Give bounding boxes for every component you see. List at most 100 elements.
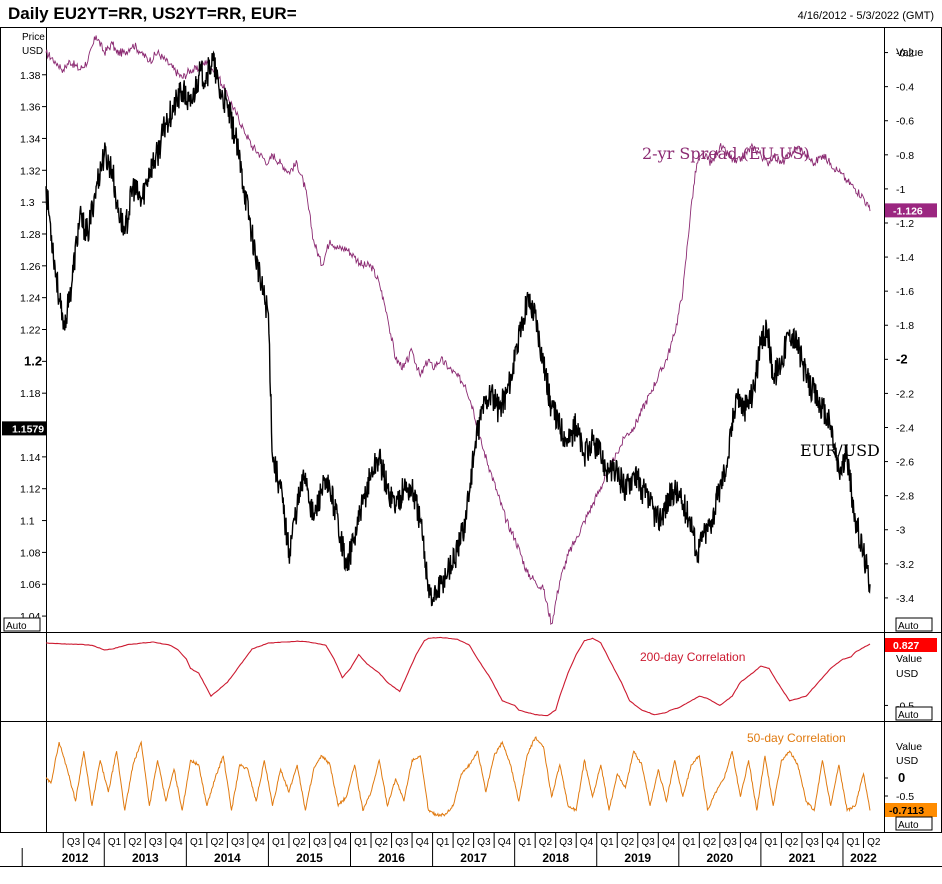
left-tick-label: 1.3 <box>20 197 35 209</box>
year-label: 2021 <box>789 851 816 865</box>
eurusd-last-badge <box>2 421 46 436</box>
quarter-label: Q4 <box>87 837 101 848</box>
corr50-axis-unit: USD <box>896 755 919 767</box>
left-tick-label: 1.14 <box>20 452 41 464</box>
left-auto-button: Auto <box>6 621 27 632</box>
year-label: 2022 <box>850 851 877 865</box>
left-tick-label: 1.28 <box>20 229 41 241</box>
eurusd-series-label: EUR/USD <box>800 441 880 460</box>
right-tick-label: -0.2 <box>896 48 914 60</box>
left-tick-label: 1.24 <box>20 293 41 305</box>
corr50-auto-button: Auto <box>898 820 919 831</box>
corr200-last-badge <box>885 638 937 652</box>
quarter-label: Q4 <box>580 837 594 848</box>
quarter-label: Q4 <box>662 837 676 848</box>
quarter-label: Q3 <box>477 837 491 848</box>
quarter-label: Q3 <box>231 837 245 848</box>
quarter-label: Q4 <box>416 837 430 848</box>
spread-last-value: -1.126 <box>893 205 923 217</box>
quarter-label: Q1 <box>600 837 614 848</box>
right-tick-label: -3.2 <box>896 559 914 571</box>
quarter-label: Q3 <box>559 837 573 848</box>
year-label: 2013 <box>132 851 159 865</box>
right-tick-label: -0.8 <box>896 150 914 162</box>
quarter-label: Q3 <box>149 837 163 848</box>
quarter-label: Q1 <box>272 837 286 848</box>
quarter-label: Q1 <box>518 837 532 848</box>
right-tick-label: -3 <box>896 525 905 537</box>
corr50-last-badge <box>885 803 937 817</box>
left-tick-label: 1.32 <box>20 165 41 177</box>
right-tick-label: -1.6 <box>896 286 914 298</box>
quarter-label: Q2 <box>539 837 553 848</box>
chart-title: Daily EU2YT=RR, US2YT=RR, EUR= <box>8 4 297 23</box>
right-tick-label: -1 <box>896 184 905 196</box>
quarter-label: Q2 <box>457 837 471 848</box>
corr200-last-value: 0.827 <box>893 640 919 652</box>
left-tick-label: 1.06 <box>20 579 41 591</box>
year-label: 2018 <box>542 851 569 865</box>
right-tick-label: -2.8 <box>896 491 914 503</box>
right-tick-label: -3.4 <box>896 593 914 605</box>
left-axis-label: Price <box>22 32 45 43</box>
year-label: 2020 <box>706 851 733 865</box>
right-tick-label: -2.4 <box>896 422 914 434</box>
corr50-auto-button-box <box>895 816 933 831</box>
right-tick-label: -2 <box>896 351 908 366</box>
right-tick-label: -1.4 <box>896 252 914 264</box>
year-label: 2019 <box>624 851 651 865</box>
quarter-label: Q1 <box>436 837 450 848</box>
spread-series-line <box>45 35 871 625</box>
quarter-label: Q3 <box>641 837 655 848</box>
quarter-label: Q1 <box>190 837 204 848</box>
quarter-label: Q2 <box>703 837 717 848</box>
right-tick-label: -2.2 <box>896 388 914 400</box>
left-axis-unit: USD <box>22 46 43 57</box>
year-label: 2015 <box>296 851 323 865</box>
quarter-label: Q3 <box>313 837 327 848</box>
quarter-label: Q2 <box>128 837 142 848</box>
corr200-auto-button-box <box>895 706 933 721</box>
right-tick-label: -1.8 <box>896 320 914 332</box>
left-tick-label: 1.2 <box>24 353 42 368</box>
left-tick-label: 1.34 <box>20 133 41 145</box>
year-label: 2017 <box>460 851 487 865</box>
quarter-label: Q1 <box>847 837 861 848</box>
corr50-last-value: -0.7113 <box>889 805 924 817</box>
quarter-label: Q4 <box>251 837 265 848</box>
right-tick-label: -0.4 <box>896 82 914 94</box>
year-label: 2014 <box>214 851 241 865</box>
right-tick-label: -0.6 <box>896 116 914 128</box>
quarter-label: Q1 <box>682 837 696 848</box>
eurusd-series-line <box>45 50 871 607</box>
quarter-label: Q4 <box>498 837 512 848</box>
corr200-axis-label: Value <box>896 653 922 665</box>
quarter-label: Q2 <box>293 837 307 848</box>
left-tick-label: 1.18 <box>20 388 41 400</box>
quarter-label: Q2 <box>375 837 389 848</box>
quarter-label: Q3 <box>395 837 409 848</box>
left-auto-button-box <box>3 617 41 632</box>
left-tick-label: 1.26 <box>20 261 41 273</box>
corr50-tick-label: -0.5 <box>896 791 914 803</box>
quarter-label: Q2 <box>210 837 224 848</box>
left-tick-label: 1.36 <box>20 102 41 114</box>
corr200-series-line <box>45 636 871 717</box>
corr50-tick-label: 0 <box>898 770 905 785</box>
quarter-label: Q4 <box>334 837 348 848</box>
corr50-series-line <box>45 736 871 818</box>
right-auto-button: Auto <box>898 621 919 632</box>
left-tick-label: 1.38 <box>20 70 41 82</box>
left-tick-label: 1.22 <box>20 325 41 337</box>
quarter-label: Q2 <box>867 837 881 848</box>
right-auto-button-box <box>895 617 933 632</box>
year-label: 2012 <box>62 851 89 865</box>
quarter-label: Q1 <box>108 837 122 848</box>
year-label: 2016 <box>378 851 405 865</box>
right-axis-label: Value <box>896 47 923 59</box>
right-tick-label: -1.2 <box>896 218 914 230</box>
date-range: 4/16/2012 - 5/3/2022 (GMT) <box>797 10 934 22</box>
quarter-label: Q1 <box>764 837 778 848</box>
